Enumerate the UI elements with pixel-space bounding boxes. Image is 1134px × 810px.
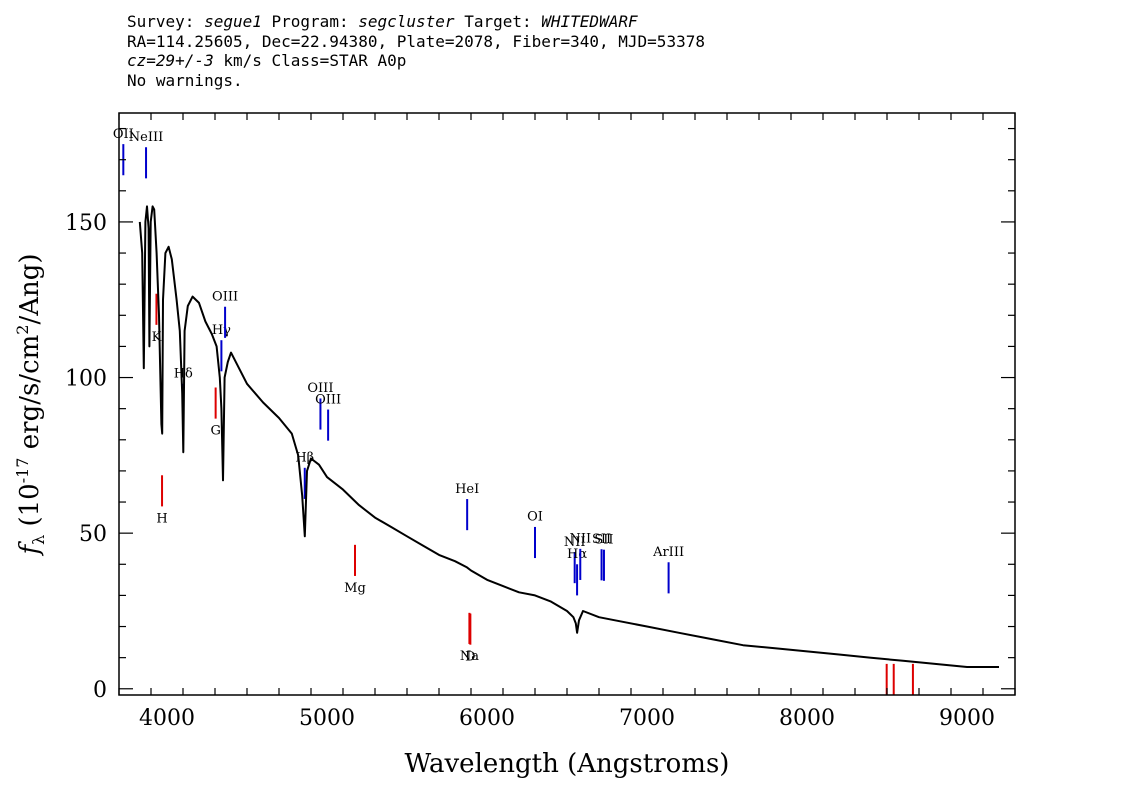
class-value: Class=STAR A0p [271, 51, 407, 70]
y-tick-label: 100 [65, 367, 107, 392]
y-tick-label: 0 [93, 678, 107, 703]
absorption-line-label: G [210, 424, 220, 439]
header-line-3: cz=29+/-3 km/s Class=STAR A0p [127, 51, 705, 71]
absorption-line-label: Na [460, 649, 479, 664]
program-label: Program: [271, 12, 349, 31]
y-tick-label: 50 [79, 522, 107, 547]
emission-line-label: SII [594, 532, 613, 547]
absorption-line-label: D [465, 650, 475, 665]
target-label: Target: [464, 12, 532, 31]
emission-line-label: HeI [455, 482, 479, 497]
header-line-1: Survey: segue1 Program: segcluster Targe… [127, 12, 705, 32]
x-tick-label: 8000 [779, 706, 835, 731]
x-axis-title: Wavelength (Angstroms) [405, 749, 730, 779]
x-tick-label: 6000 [459, 706, 515, 731]
emission-line-label: OIII [307, 381, 333, 396]
y-axis-title: fλ (10-17 erg/s/cm2/Ang) [13, 253, 48, 556]
survey-value: segue1 [204, 12, 262, 31]
absorption-line-label: K [152, 330, 162, 345]
survey-label: Survey: [127, 12, 195, 31]
header-line-2: RA=114.25605, Dec=22.94380, Plate=2078, … [127, 31, 705, 51]
emission-line-label: Hγ [212, 323, 231, 338]
emission-line-label: SII [592, 532, 611, 547]
plot-frame [118, 112, 1016, 696]
emission-line-label: NII [564, 535, 586, 550]
emission-line-label: OIII [212, 290, 238, 305]
emission-line-label: OII [113, 127, 134, 142]
emission-line-label: NeIII [129, 130, 163, 145]
emission-line-label: ArIII [652, 545, 684, 560]
x-tick-label: 4000 [139, 706, 195, 731]
emission-line-label: OI [527, 510, 543, 525]
target-value: WHITEDWARF [541, 12, 638, 31]
axis-ticks: 4000 5000 6000 7000 8000 9000 0 50 100 150 [65, 113, 1016, 731]
emission-line-label: NII [569, 532, 591, 547]
x-tick-label: 7000 [619, 706, 675, 731]
absorption-line-label: H [156, 511, 167, 526]
absorption-line-label: Mg [344, 581, 366, 596]
warnings-text: No warnings. [127, 70, 243, 90]
spectrum-header: Survey: segue1 Program: segcluster Targe… [127, 12, 705, 90]
program-value: segcluster [358, 12, 455, 31]
x-tick-label: 5000 [299, 706, 355, 731]
cz-value: cz=29+/-3 [127, 51, 214, 70]
y-tick-label: 150 [65, 211, 107, 236]
spectrum-line [138, 205, 999, 668]
emission-line-label: Hα [567, 547, 587, 562]
cz-units: km/s [223, 51, 262, 70]
emission-line-label: OIII [315, 392, 341, 407]
x-tick-label: 9000 [939, 706, 995, 731]
